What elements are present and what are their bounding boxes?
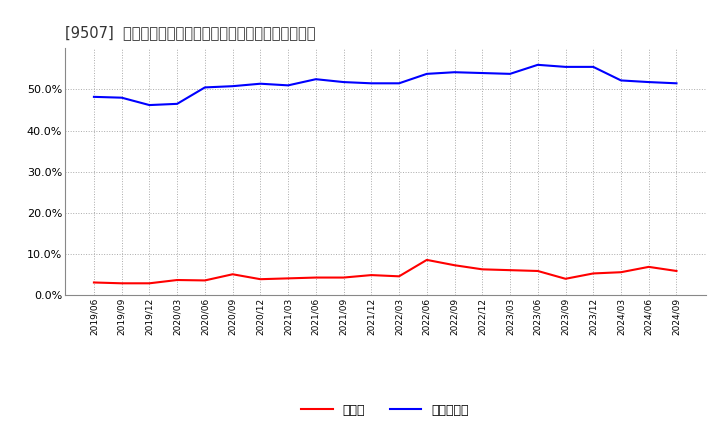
有利子負債 (117, 95, 126, 100)
有利子負債 (478, 70, 487, 76)
現顔金 (173, 277, 181, 282)
Legend: 現顔金, 有利子負債: 現顔金, 有利子負債 (302, 403, 469, 417)
現顔金 (589, 271, 598, 276)
有利子負債 (561, 64, 570, 70)
現顔金 (228, 271, 237, 277)
現顔金 (616, 270, 625, 275)
有利子負債 (534, 62, 542, 67)
有利子負債 (89, 94, 98, 99)
現顔金 (534, 268, 542, 274)
現顔金 (367, 272, 376, 278)
有利子負債 (616, 78, 625, 83)
現顔金 (89, 280, 98, 285)
有利子負債 (201, 85, 210, 90)
現顔金 (423, 257, 431, 263)
現顔金 (395, 274, 403, 279)
Text: [9507]  現顔金、有利子負債の総資産に対する比率の推移: [9507] 現顔金、有利子負債の総資産に対する比率の推移 (65, 25, 315, 40)
有利子負債 (423, 71, 431, 77)
有利子負債 (145, 103, 154, 108)
有利子負債 (395, 81, 403, 86)
現顔金 (145, 281, 154, 286)
有利子負債 (173, 101, 181, 106)
有利子負債 (284, 83, 292, 88)
現顔金 (201, 278, 210, 283)
有利子負債 (589, 64, 598, 70)
現顔金 (450, 263, 459, 268)
有利子負債 (339, 80, 348, 85)
現顔金 (505, 268, 514, 273)
有利子負債 (228, 84, 237, 89)
有利子負債 (505, 71, 514, 77)
Line: 現顔金: 現顔金 (94, 260, 677, 283)
現顔金 (256, 277, 265, 282)
現顔金 (644, 264, 653, 270)
Line: 有利子負債: 有利子負債 (94, 65, 677, 105)
現顔金 (672, 268, 681, 274)
有利子負債 (644, 80, 653, 85)
有利子負債 (367, 81, 376, 86)
有利子負債 (450, 70, 459, 75)
現顔金 (117, 281, 126, 286)
現顔金 (561, 276, 570, 282)
現顔金 (339, 275, 348, 280)
有利子負債 (256, 81, 265, 86)
有利子負債 (672, 81, 681, 86)
現顔金 (284, 276, 292, 281)
有利子負債 (312, 77, 320, 82)
現顔金 (312, 275, 320, 280)
現顔金 (478, 267, 487, 272)
